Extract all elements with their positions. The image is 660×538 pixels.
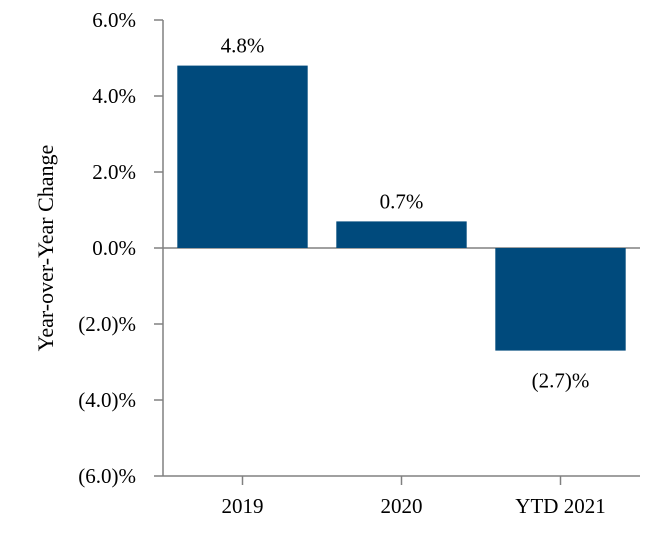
y-tick-label: (4.0)%: [78, 388, 136, 412]
y-axis-title: Year-over-Year Change: [33, 145, 58, 352]
bar: [336, 221, 467, 248]
y-tick-label: (6.0)%: [78, 464, 136, 488]
data-label: 0.7%: [380, 189, 424, 213]
y-tick-label: 6.0%: [92, 8, 136, 32]
bar: [177, 65, 308, 248]
x-tick-label: YTD 2021: [515, 494, 605, 518]
data-label: 4.8%: [221, 34, 265, 58]
y-tick-label: 2.0%: [92, 160, 136, 184]
data-label: (2.7)%: [532, 369, 590, 393]
bars: [177, 65, 626, 351]
x-tick-label: 2020: [381, 494, 423, 518]
data-labels: 4.8% 0.7% (2.7)%: [221, 34, 590, 393]
y-axis: 6.0% 4.0% 2.0% 0.0% (2.0)% (4.0)% (6.0)%: [78, 8, 164, 488]
y-tick-label: 4.0%: [92, 84, 136, 108]
x-tick-label: 2019: [222, 494, 264, 518]
y-tick-label: (2.0)%: [78, 312, 136, 336]
y-tick-label: 0.0%: [92, 236, 136, 260]
bar: [495, 248, 626, 351]
